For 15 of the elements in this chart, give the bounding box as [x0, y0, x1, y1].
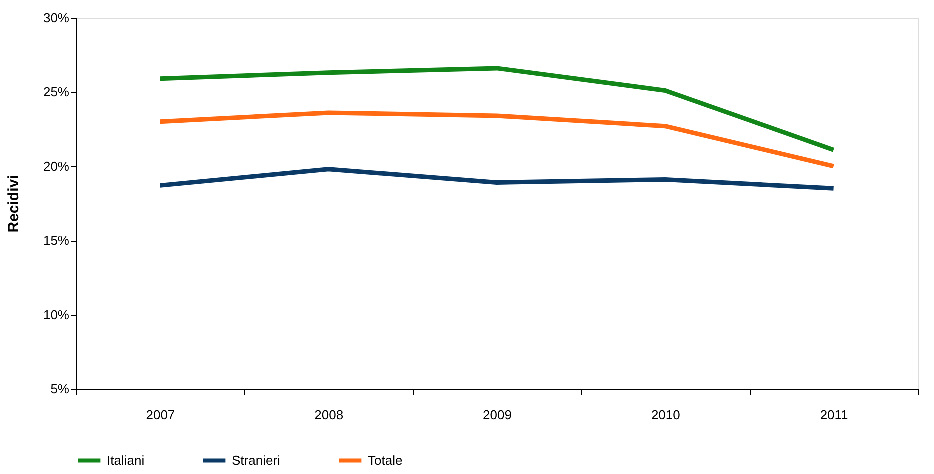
y-tick-label: 30%	[43, 10, 70, 26]
y-tick-label: 20%	[43, 158, 70, 174]
x-tick-label: 2011	[820, 408, 848, 422]
legend-label: Totale	[368, 452, 403, 468]
x-tick-label: 2007	[146, 408, 176, 422]
x-tick-label: 2008	[314, 408, 344, 422]
y-tick-label: 15%	[43, 233, 70, 248]
x-tick-label: 2009	[483, 408, 512, 422]
y-tick-label: 5%	[50, 382, 70, 396]
y-tick-label: 10%	[43, 307, 70, 322]
y-axis-title: Recidivi	[5, 175, 22, 233]
legend-label: Italiani	[107, 452, 145, 468]
legend-label: Stranieri	[232, 452, 281, 468]
y-tick-label: 25%	[43, 84, 70, 100]
x-tick-label: 2010	[651, 408, 680, 422]
